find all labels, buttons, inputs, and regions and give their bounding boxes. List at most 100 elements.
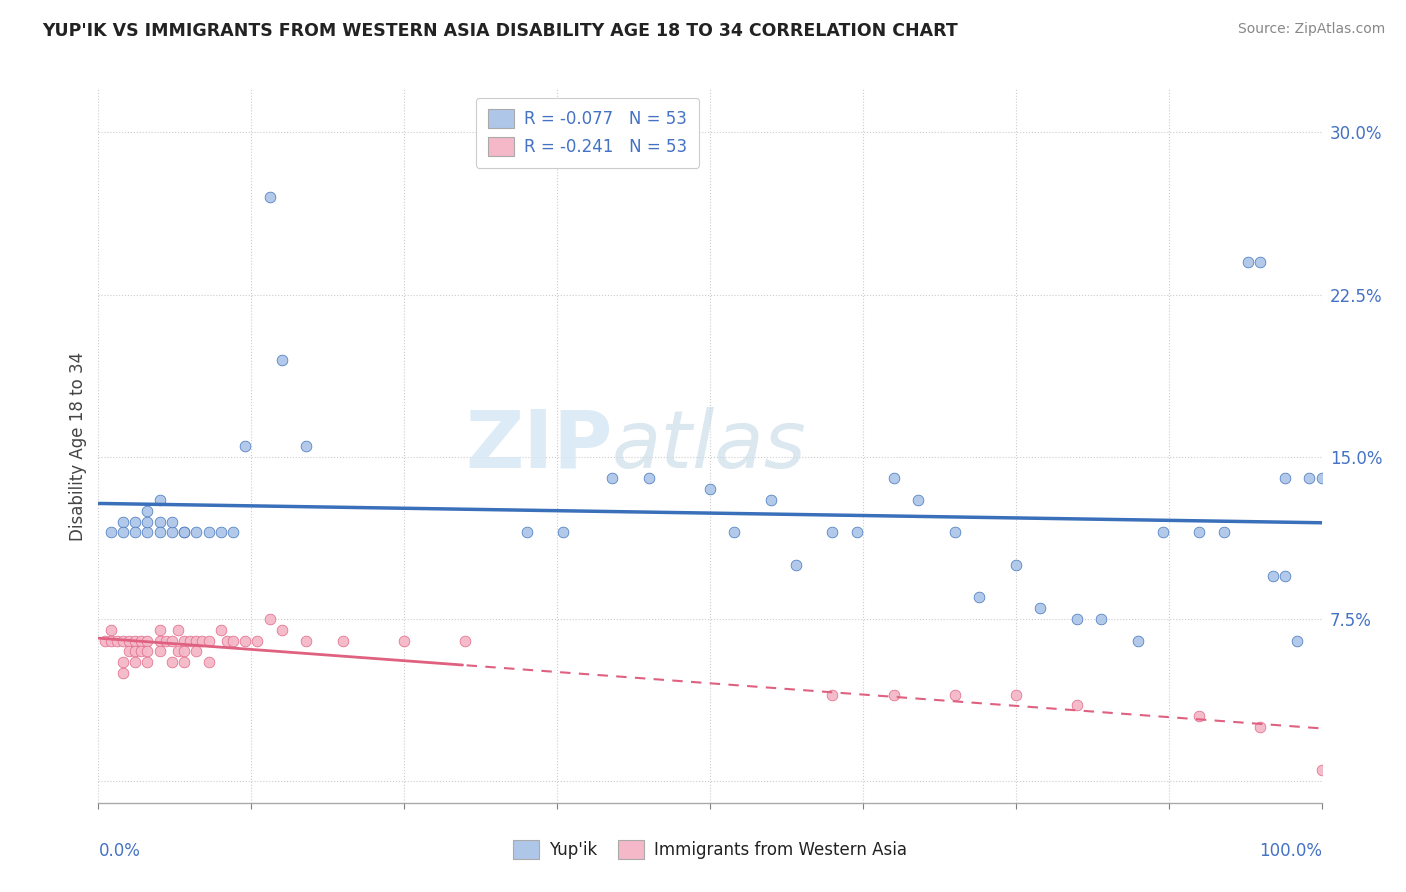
Point [136, 644, 159, 658]
Point [111, 515, 134, 529]
Point [173, 633, 195, 648]
Point [1261, 568, 1284, 582]
Point [149, 515, 172, 529]
Point [124, 644, 146, 658]
Point [392, 633, 416, 648]
Point [173, 644, 195, 658]
Y-axis label: Disability Age 18 to 34: Disability Age 18 to 34 [69, 351, 87, 541]
Point [136, 504, 159, 518]
Point [209, 623, 232, 637]
Point [191, 633, 214, 648]
Point [1066, 698, 1088, 713]
Point [100, 525, 122, 540]
Point [186, 644, 208, 658]
Point [1004, 558, 1026, 572]
Point [1090, 612, 1112, 626]
Point [1298, 471, 1320, 485]
Point [270, 623, 294, 637]
Point [149, 525, 172, 540]
Point [883, 688, 905, 702]
Text: YUP'IK VS IMMIGRANTS FROM WESTERN ASIA DISABILITY AGE 18 TO 34 CORRELATION CHART: YUP'IK VS IMMIGRANTS FROM WESTERN ASIA D… [42, 22, 957, 40]
Point [270, 352, 294, 367]
Point [1310, 471, 1333, 485]
Point [821, 688, 844, 702]
Point [723, 525, 745, 540]
Point [149, 623, 172, 637]
Point [173, 525, 195, 540]
Point [111, 655, 134, 669]
Point [111, 666, 134, 681]
Point [1274, 471, 1296, 485]
Point [197, 525, 219, 540]
Point [332, 633, 354, 648]
Point [124, 525, 146, 540]
Point [845, 525, 868, 540]
Point [600, 471, 623, 485]
Point [1066, 612, 1088, 626]
Point [124, 655, 146, 669]
Point [136, 525, 159, 540]
Point [233, 633, 256, 648]
Point [129, 633, 152, 648]
Point [167, 644, 190, 658]
Point [124, 633, 146, 648]
Point [1212, 525, 1234, 540]
Point [1249, 255, 1271, 269]
Point [136, 633, 159, 648]
Point [118, 644, 141, 658]
Point [1188, 709, 1211, 723]
Point [222, 525, 245, 540]
Point [233, 439, 256, 453]
Point [136, 655, 159, 669]
Point [1152, 525, 1174, 540]
Point [149, 493, 172, 508]
Point [1188, 525, 1211, 540]
Point [761, 493, 783, 508]
Point [160, 655, 183, 669]
Point [1310, 764, 1333, 778]
Point [215, 633, 238, 648]
Point [883, 471, 905, 485]
Point [118, 633, 141, 648]
Point [209, 525, 232, 540]
Text: 0.0%: 0.0% [98, 842, 141, 860]
Point [1128, 633, 1150, 648]
Point [637, 471, 661, 485]
Point [515, 525, 537, 540]
Point [553, 525, 575, 540]
Point [197, 655, 219, 669]
Point [1029, 601, 1052, 615]
Point [785, 558, 807, 572]
Point [186, 633, 208, 648]
Point [105, 633, 128, 648]
Point [967, 591, 990, 605]
Point [160, 515, 183, 529]
Point [821, 525, 844, 540]
Point [246, 633, 269, 648]
Point [129, 644, 152, 658]
Point [160, 525, 183, 540]
Point [1249, 720, 1271, 734]
Point [149, 644, 172, 658]
Point [179, 633, 201, 648]
Point [1274, 568, 1296, 582]
Point [1004, 688, 1026, 702]
Point [136, 515, 159, 529]
Point [173, 655, 195, 669]
Point [111, 525, 134, 540]
Text: 100.0%: 100.0% [1258, 842, 1322, 860]
Point [1237, 255, 1260, 269]
Point [124, 515, 146, 529]
Point [454, 633, 477, 648]
Point [197, 633, 219, 648]
Point [100, 633, 122, 648]
Point [186, 525, 208, 540]
Point [100, 623, 122, 637]
Text: ZIP: ZIP [465, 407, 612, 485]
Point [173, 525, 195, 540]
Text: atlas: atlas [612, 407, 807, 485]
Point [149, 633, 172, 648]
Point [259, 190, 281, 204]
Text: Source: ZipAtlas.com: Source: ZipAtlas.com [1237, 22, 1385, 37]
Point [222, 633, 245, 648]
